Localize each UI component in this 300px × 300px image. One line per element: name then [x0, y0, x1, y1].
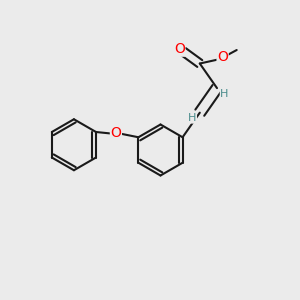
Text: O: O	[217, 50, 228, 64]
Text: O: O	[174, 42, 185, 56]
Text: O: O	[110, 126, 122, 140]
Text: H: H	[188, 113, 196, 123]
Text: H: H	[220, 88, 229, 98]
